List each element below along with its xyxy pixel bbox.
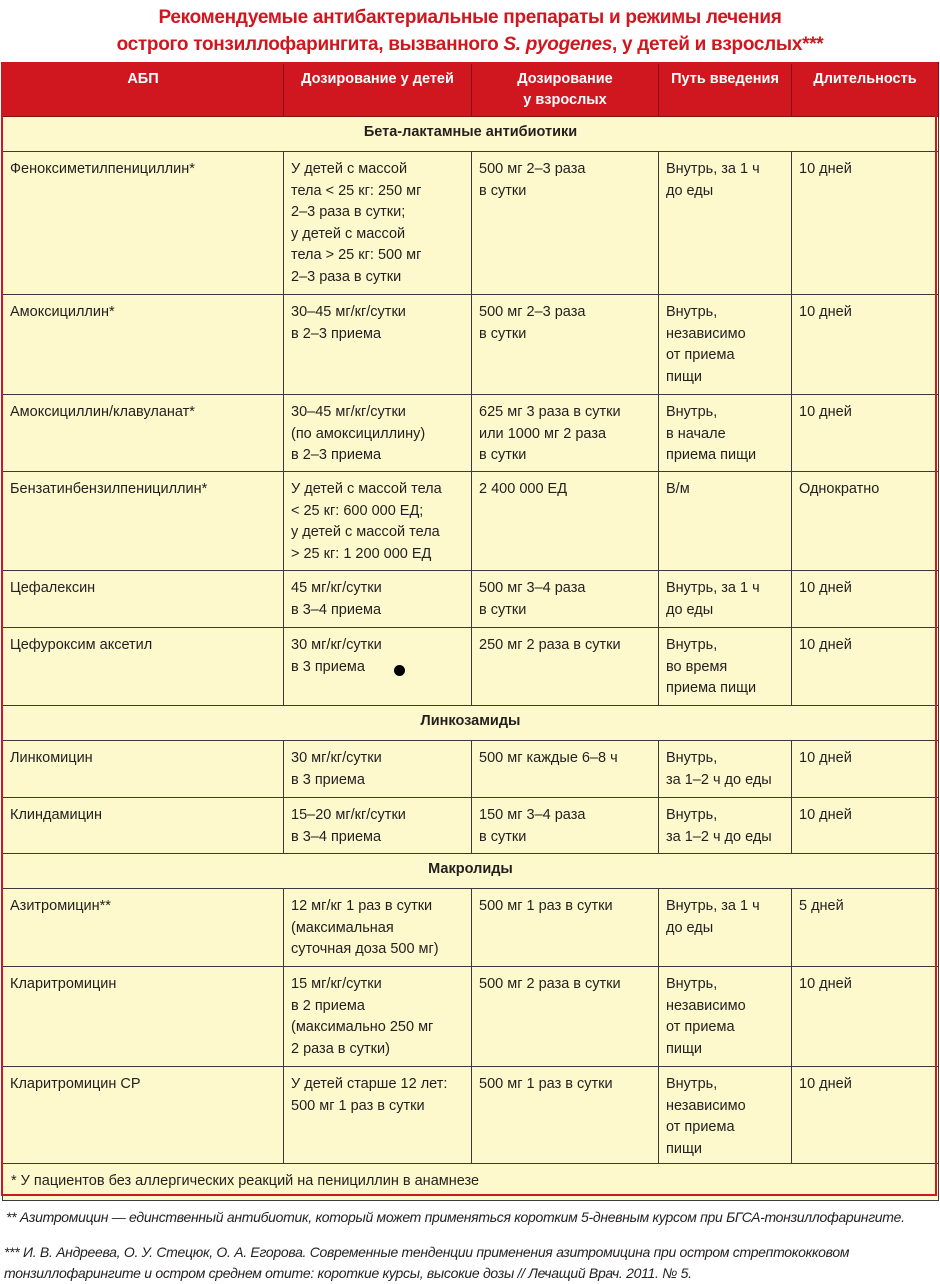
cell-drug: Кларитромицин — [2, 966, 284, 1067]
table-row: Амоксициллин/клавуланат* 30–45 мг/кг/сутк… — [2, 394, 939, 472]
cell-duration: 10 дней — [791, 1066, 939, 1164]
column-header: Длительность — [791, 62, 939, 117]
cell-child: 30 мг/кг/сутки в 3 приема — [283, 627, 472, 706]
cell-route: Внутрь, независимо от приема пищи — [658, 1066, 792, 1164]
section-row: Макролиды — [2, 853, 939, 889]
section-title: Линкозамиды — [2, 705, 939, 741]
cell-child: 30 мг/кг/сутки в 3 приема — [283, 740, 472, 798]
cell-adult: 500 мг 2–3 раза в сутки — [471, 294, 659, 395]
cell-child: У детей старше 12 лет: 500 мг 1 раз в су… — [283, 1066, 472, 1164]
table-row: Цефуроксим аксетил 30 мг/кг/сутки в 3 при… — [2, 627, 939, 706]
cell-child: У детей с массой тела < 25 кг: 250 мг 2–… — [283, 151, 472, 295]
cell-route: Внутрь, за 1 ч до еды — [658, 888, 792, 967]
cell-child: 30–45 мг/кг/сутки (по амоксициллину) в 2… — [283, 394, 472, 472]
cell-child: 30–45 мг/кг/сутки в 2–3 приема — [283, 294, 472, 395]
cell-adult: 500 мг 2–3 раза в сутки — [471, 151, 659, 295]
cell-route: Внутрь, за 1–2 ч до еды — [658, 797, 792, 854]
cell-route: Внутрь, в начале приема пищи — [658, 394, 792, 472]
cell-adult: 500 мг 2 раза в сутки — [471, 966, 659, 1067]
footnote-azithromycin: ** Азитромицин — единственный антибиотик… — [6, 1209, 905, 1225]
column-header: Дозирование у взрослых — [471, 62, 659, 117]
cell-route: Внутрь, за 1–2 ч до еды — [658, 740, 792, 798]
cell-child: 15 мг/кг/сутки в 2 приема (максимально 2… — [283, 966, 472, 1067]
cell-drug: Бензатинбензилпенициллин* — [2, 471, 284, 571]
cell-drug: Цефуроксим аксетил — [2, 627, 284, 706]
cell-drug: Азитромицин** — [2, 888, 284, 967]
table-row: Азитромицин** 12 мг/кг 1 раз в сутки (мак… — [2, 888, 939, 967]
table-row: Клиндамицин 15–20 мг/кг/сутки в 3–4 прием… — [2, 797, 939, 854]
cell-duration: 10 дней — [791, 627, 939, 706]
footnote-penicillin: * У пациентов без аллергических реакций … — [2, 1163, 939, 1201]
title-line-2: острого тонзиллофарингита, вызванного S.… — [0, 31, 940, 58]
title-line-1: Рекомендуемые антибактериальные препарат… — [158, 7, 782, 28]
cell-route: Внутрь, во время приема пищи — [658, 627, 792, 706]
table-row: Бензатинбензилпенициллин* У детей с массо… — [2, 471, 939, 571]
column-header: АБП — [2, 62, 284, 117]
section-row: Линкозамиды — [2, 705, 939, 741]
table-row: Амоксициллин* 30–45 мг/кг/сутки в 2–3 при… — [2, 294, 939, 395]
cell-route: Внутрь, независимо от приема пищи — [658, 294, 792, 395]
footnote-reference: *** И. В. Андреева, О. У. Стецюк, О. А. … — [4, 1244, 850, 1281]
cell-duration: 10 дней — [791, 797, 939, 854]
cell-route: Внутрь, за 1 ч до еды — [658, 570, 792, 628]
table-row: Кларитромицин 15 мг/кг/сутки в 2 приема (… — [2, 966, 939, 1067]
cell-child: 45 мг/кг/сутки в 3–4 приема — [283, 570, 472, 628]
cell-duration: 10 дней — [791, 966, 939, 1067]
table-row: Феноксиметилпенициллин* У детей с массой … — [2, 151, 939, 295]
cell-route: В/м — [658, 471, 792, 571]
title-text: , у детей и взрослых*** — [612, 34, 824, 55]
table-row: Линкомицин 30 мг/кг/сутки в 3 приема 500 м… — [2, 740, 939, 798]
column-header: Дозирование у детей — [283, 62, 472, 117]
table-row: Кларитромицин СР У детей старше 12 лет: 5… — [2, 1066, 939, 1164]
antibiotics-table: АБП Дозирование у детей Дозирование у взро… — [2, 62, 939, 1201]
cell-adult: 500 мг 3–4 раза в сутки — [471, 570, 659, 628]
table-row: Цефалексин 45 мг/кг/сутки в 3–4 приема 500… — [2, 570, 939, 628]
cell-duration: 10 дней — [791, 570, 939, 628]
cell-child: 12 мг/кг 1 раз в сутки (максимальная сут… — [283, 888, 472, 967]
cell-drug: Кларитромицин СР — [2, 1066, 284, 1164]
page-title: Рекомендуемые антибактериальные препарат… — [0, 4, 940, 58]
column-header: Путь введения — [658, 62, 792, 117]
footnote-row: * У пациентов без аллергических реакций … — [2, 1163, 939, 1201]
cell-duration: 10 дней — [791, 394, 939, 472]
cell-duration: 5 дней — [791, 888, 939, 967]
section-row: Бета-лактамные антибиотики — [2, 116, 939, 152]
cell-child: У детей с массой тела < 25 кг: 600 000 Е… — [283, 471, 472, 571]
cell-drug: Клиндамицин — [2, 797, 284, 854]
cell-adult: 625 мг 3 раза в сутки или 1000 мг 2 раза… — [471, 394, 659, 472]
section-title: Макролиды — [2, 853, 939, 889]
cell-adult: 500 мг 1 раз в сутки — [471, 1066, 659, 1164]
title-text: острого тонзиллофарингита, вызванного — [116, 34, 504, 55]
cell-adult: 150 мг 3–4 раза в сутки — [471, 797, 659, 854]
cell-adult: 500 мг 1 раз в сутки — [471, 888, 659, 967]
cell-drug: Линкомицин — [2, 740, 284, 798]
cell-drug: Феноксиметилпенициллин* — [2, 151, 284, 295]
title-species: S. pyogenes — [503, 34, 613, 55]
cell-drug: Цефалексин — [2, 570, 284, 628]
cell-route: Внутрь, за 1 ч до еды — [658, 151, 792, 295]
section-title: Бета-лактамные антибиотики — [2, 116, 939, 152]
cell-adult: 250 мг 2 раза в сутки — [471, 627, 659, 706]
cell-child: 15–20 мг/кг/сутки в 3–4 приема — [283, 797, 472, 854]
cell-drug: Амоксициллин/клавуланат* — [2, 394, 284, 472]
cell-adult: 500 мг каждые 6–8 ч — [471, 740, 659, 798]
bullet-dot — [394, 665, 405, 676]
cell-route: Внутрь, независимо от приема пищи — [658, 966, 792, 1067]
cell-duration: 10 дней — [791, 740, 939, 798]
cell-drug: Амоксициллин* — [2, 294, 284, 395]
cell-adult: 2 400 000 ЕД — [471, 471, 659, 571]
cell-duration: Однократно — [791, 471, 939, 571]
cell-duration: 10 дней — [791, 294, 939, 395]
cell-duration: 10 дней — [791, 151, 939, 295]
